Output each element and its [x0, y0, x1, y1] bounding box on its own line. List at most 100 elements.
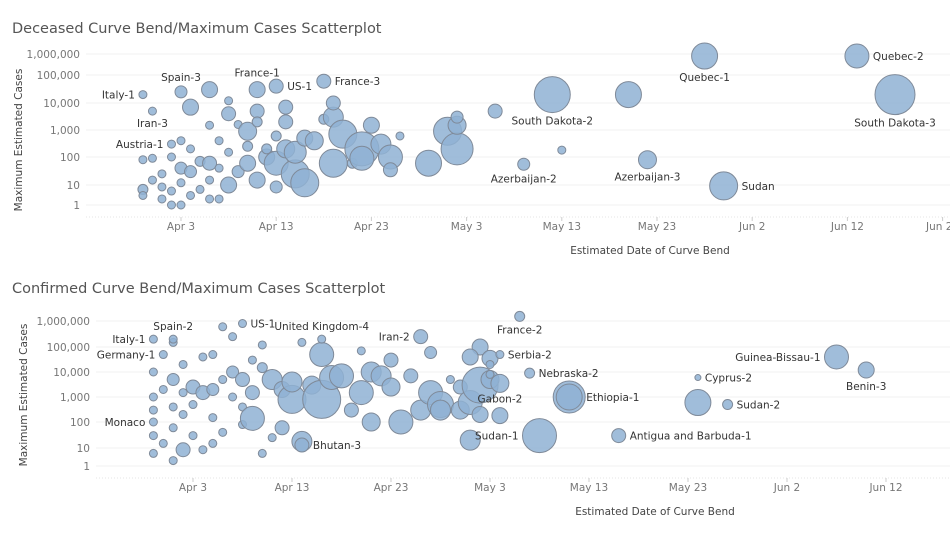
data-point[interactable] [148, 405, 158, 415]
data-point[interactable] [403, 368, 419, 384]
data-point[interactable] [349, 145, 375, 171]
data-point[interactable] [485, 359, 495, 369]
data-point[interactable] [238, 319, 247, 329]
data-point[interactable] [514, 310, 526, 322]
data-point[interactable] [148, 392, 158, 402]
data-point[interactable] [490, 373, 510, 393]
data-point[interactable] [294, 437, 310, 453]
data-point[interactable] [158, 438, 168, 448]
data-point[interactable] [471, 405, 489, 423]
data-point[interactable] [147, 106, 157, 116]
data-point[interactable] [517, 157, 531, 171]
data-point[interactable] [257, 448, 267, 458]
data-point[interactable] [178, 409, 188, 419]
data-point[interactable] [168, 402, 178, 412]
data-point[interactable] [268, 78, 284, 94]
data-point[interactable] [382, 162, 398, 178]
data-point[interactable] [533, 76, 571, 114]
data-point[interactable] [158, 350, 168, 360]
data-point[interactable] [168, 456, 178, 466]
data-point[interactable] [218, 322, 228, 332]
data-point[interactable] [138, 90, 148, 100]
data-point[interactable] [218, 375, 228, 385]
data-point[interactable] [188, 400, 198, 410]
data-point[interactable] [270, 130, 282, 142]
data-point[interactable] [224, 96, 234, 106]
data-point[interactable] [188, 431, 198, 441]
data-point[interactable] [415, 149, 443, 177]
data-point[interactable] [325, 95, 341, 111]
data-point[interactable] [205, 175, 215, 185]
data-point[interactable] [235, 372, 250, 388]
data-point[interactable] [148, 448, 158, 458]
data-point[interactable] [138, 190, 148, 200]
data-point[interactable] [555, 383, 583, 411]
data-point[interactable] [709, 171, 739, 201]
data-point[interactable] [239, 405, 265, 431]
data-point[interactable] [844, 43, 870, 69]
data-point[interactable] [208, 438, 218, 448]
data-point[interactable] [297, 337, 307, 347]
data-point[interactable] [684, 389, 712, 417]
data-point[interactable] [274, 420, 290, 436]
data-point[interactable] [176, 200, 186, 210]
data-point[interactable] [637, 150, 657, 170]
data-point[interactable] [184, 165, 198, 179]
data-point[interactable] [461, 348, 479, 366]
data-point[interactable] [198, 352, 208, 362]
data-point[interactable] [182, 98, 200, 116]
data-point[interactable] [218, 427, 228, 437]
data-point[interactable] [208, 350, 218, 360]
data-point[interactable] [348, 380, 374, 406]
data-point[interactable] [694, 374, 702, 382]
data-point[interactable] [186, 190, 196, 200]
data-point[interactable] [201, 81, 219, 99]
data-point[interactable] [485, 369, 495, 379]
data-point[interactable] [157, 169, 167, 179]
data-point[interactable] [248, 81, 266, 99]
data-point[interactable] [248, 171, 266, 189]
data-point[interactable] [522, 418, 557, 454]
data-point[interactable] [450, 110, 464, 124]
data-point[interactable] [138, 155, 148, 165]
data-point[interactable] [158, 384, 168, 394]
data-point[interactable] [166, 139, 176, 149]
data-point[interactable] [256, 362, 268, 374]
data-point[interactable] [722, 399, 734, 411]
data-point[interactable] [269, 180, 283, 194]
data-point[interactable] [824, 344, 849, 370]
data-point[interactable] [278, 114, 294, 130]
data-point[interactable] [166, 186, 176, 196]
data-point[interactable] [329, 363, 354, 389]
data-point[interactable] [239, 154, 257, 172]
data-point[interactable] [157, 182, 167, 192]
data-point[interactable] [228, 332, 238, 342]
data-point[interactable] [202, 155, 218, 171]
data-point[interactable] [491, 407, 509, 425]
data-point[interactable] [176, 178, 186, 188]
data-point[interactable] [424, 346, 438, 360]
data-point[interactable] [614, 81, 642, 109]
data-point[interactable] [278, 99, 294, 115]
data-point[interactable] [168, 334, 178, 344]
data-point[interactable] [361, 412, 381, 432]
data-point[interactable] [148, 417, 158, 427]
data-point[interactable] [221, 106, 237, 122]
data-point[interactable] [208, 413, 218, 423]
data-point[interactable] [611, 428, 627, 444]
data-point[interactable] [281, 371, 303, 393]
data-point[interactable] [166, 200, 176, 210]
data-point[interactable] [524, 367, 536, 379]
data-point[interactable] [388, 409, 414, 435]
data-point[interactable] [381, 377, 401, 397]
data-point[interactable] [440, 132, 474, 166]
data-point[interactable] [214, 194, 224, 204]
data-point[interactable] [242, 140, 254, 152]
data-point[interactable] [257, 340, 267, 350]
data-point[interactable] [317, 334, 327, 344]
data-point[interactable] [495, 350, 505, 360]
data-point[interactable] [148, 367, 158, 377]
data-point[interactable] [166, 152, 176, 162]
data-point[interactable] [267, 433, 277, 443]
data-point[interactable] [186, 144, 196, 154]
